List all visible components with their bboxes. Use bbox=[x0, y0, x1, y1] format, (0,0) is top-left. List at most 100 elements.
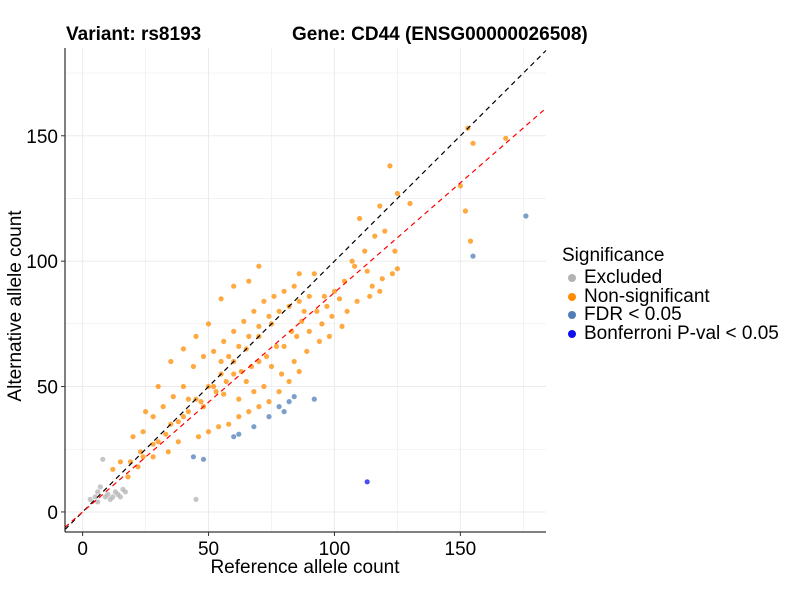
grid-lines bbox=[65, 48, 546, 532]
point-non-significant bbox=[281, 288, 287, 294]
point-non-significant bbox=[180, 383, 186, 390]
point-non-significant bbox=[273, 343, 280, 349]
axes bbox=[64, 48, 546, 533]
point-excluded bbox=[95, 499, 101, 505]
point-fdr-0-05 bbox=[470, 253, 476, 259]
point-non-significant bbox=[198, 399, 204, 405]
point-non-significant bbox=[150, 454, 156, 460]
point-non-significant bbox=[223, 378, 229, 385]
point-non-significant bbox=[286, 378, 292, 385]
point-non-significant bbox=[125, 474, 131, 480]
point-non-significant bbox=[326, 333, 332, 339]
y-tick-label: 0 bbox=[47, 503, 58, 524]
point-non-significant bbox=[256, 404, 262, 410]
point-non-significant bbox=[354, 298, 360, 304]
point-non-significant bbox=[306, 293, 312, 299]
x-tick-label: 150 bbox=[445, 539, 477, 560]
point-excluded bbox=[97, 484, 103, 490]
point-excluded bbox=[87, 496, 93, 502]
point-non-significant bbox=[246, 278, 252, 284]
point-non-significant bbox=[352, 263, 358, 269]
legend: Significance Excluded Non-significant FD… bbox=[562, 245, 779, 344]
point-non-significant bbox=[349, 258, 355, 264]
point-non-significant bbox=[296, 368, 302, 375]
point-non-significant bbox=[200, 353, 207, 360]
point-non-significant bbox=[165, 449, 171, 455]
point-non-significant bbox=[175, 419, 181, 425]
point-non-significant bbox=[296, 298, 302, 304]
legend-swatch-fdr bbox=[568, 311, 576, 320]
point-excluded bbox=[92, 494, 98, 500]
point-non-significant bbox=[362, 248, 368, 254]
point-non-significant bbox=[110, 466, 116, 472]
point-fdr-0-05 bbox=[251, 424, 257, 430]
legend-label-bonferroni: Bonferroni P-val < 0.05 bbox=[584, 322, 779, 344]
legend-label-excluded: Excluded bbox=[584, 267, 663, 289]
point-fdr-0-05 bbox=[266, 414, 272, 420]
point-non-significant bbox=[231, 328, 237, 334]
y-tick-label: 150 bbox=[26, 127, 58, 148]
point-non-significant bbox=[316, 338, 322, 344]
data-points bbox=[87, 125, 529, 505]
x-tick-label: 0 bbox=[77, 539, 88, 560]
point-non-significant bbox=[377, 288, 383, 294]
point-non-significant bbox=[155, 439, 161, 445]
point-non-significant bbox=[251, 308, 257, 314]
point-non-significant bbox=[140, 429, 146, 435]
point-non-significant bbox=[329, 313, 335, 319]
point-non-significant bbox=[357, 215, 363, 222]
point-non-significant bbox=[236, 414, 242, 420]
point-non-significant bbox=[243, 378, 249, 385]
point-non-significant bbox=[150, 441, 156, 447]
point-non-significant bbox=[241, 318, 247, 324]
point-non-significant bbox=[155, 383, 161, 390]
point-non-significant bbox=[377, 203, 383, 209]
legend-label-non-significant: Non-significant bbox=[584, 285, 710, 307]
y-tick-label: 100 bbox=[26, 252, 58, 273]
variant-title: Variant: rs8193 bbox=[66, 24, 202, 45]
point-fdr-0-05 bbox=[276, 404, 282, 410]
point-non-significant bbox=[263, 353, 270, 360]
legend-label-fdr: FDR < 0.05 bbox=[584, 304, 682, 326]
point-non-significant bbox=[336, 296, 343, 302]
point-bonferroni-p-val-0-05 bbox=[364, 479, 370, 485]
point-fdr-0-05 bbox=[231, 434, 237, 440]
point-excluded bbox=[117, 494, 123, 500]
point-non-significant bbox=[226, 353, 232, 360]
legend-title: Significance bbox=[562, 245, 665, 266]
point-non-significant bbox=[268, 363, 275, 370]
legend-item-fdr: FDR < 0.05 bbox=[562, 304, 779, 326]
point-non-significant bbox=[218, 296, 224, 302]
point-non-significant bbox=[261, 298, 267, 304]
point-non-significant bbox=[193, 333, 199, 339]
point-non-significant bbox=[281, 343, 287, 349]
point-non-significant bbox=[140, 454, 146, 460]
point-non-significant bbox=[226, 421, 232, 427]
point-non-significant bbox=[236, 396, 242, 402]
point-non-significant bbox=[143, 409, 149, 415]
point-non-significant bbox=[331, 288, 338, 294]
point-non-significant bbox=[294, 333, 300, 339]
point-non-significant bbox=[185, 409, 191, 415]
point-non-significant bbox=[301, 308, 307, 314]
point-non-significant bbox=[503, 135, 509, 141]
point-fdr-0-05 bbox=[236, 431, 242, 437]
point-non-significant bbox=[462, 208, 468, 214]
point-non-significant bbox=[339, 323, 345, 329]
point-excluded bbox=[122, 489, 128, 495]
point-excluded bbox=[110, 494, 116, 500]
y-axis-title: Alternative allele count bbox=[5, 210, 26, 402]
point-fdr-0-05 bbox=[523, 213, 529, 219]
point-non-significant bbox=[382, 228, 388, 234]
point-excluded bbox=[100, 456, 106, 462]
reference-lines bbox=[64, 50, 547, 530]
point-non-significant bbox=[246, 333, 252, 339]
point-non-significant bbox=[231, 371, 237, 377]
point-non-significant bbox=[195, 434, 202, 440]
point-fdr-0-05 bbox=[200, 456, 207, 462]
point-non-significant bbox=[389, 271, 395, 277]
point-non-significant bbox=[314, 308, 320, 314]
point-non-significant bbox=[387, 163, 393, 169]
point-non-significant bbox=[407, 200, 413, 207]
